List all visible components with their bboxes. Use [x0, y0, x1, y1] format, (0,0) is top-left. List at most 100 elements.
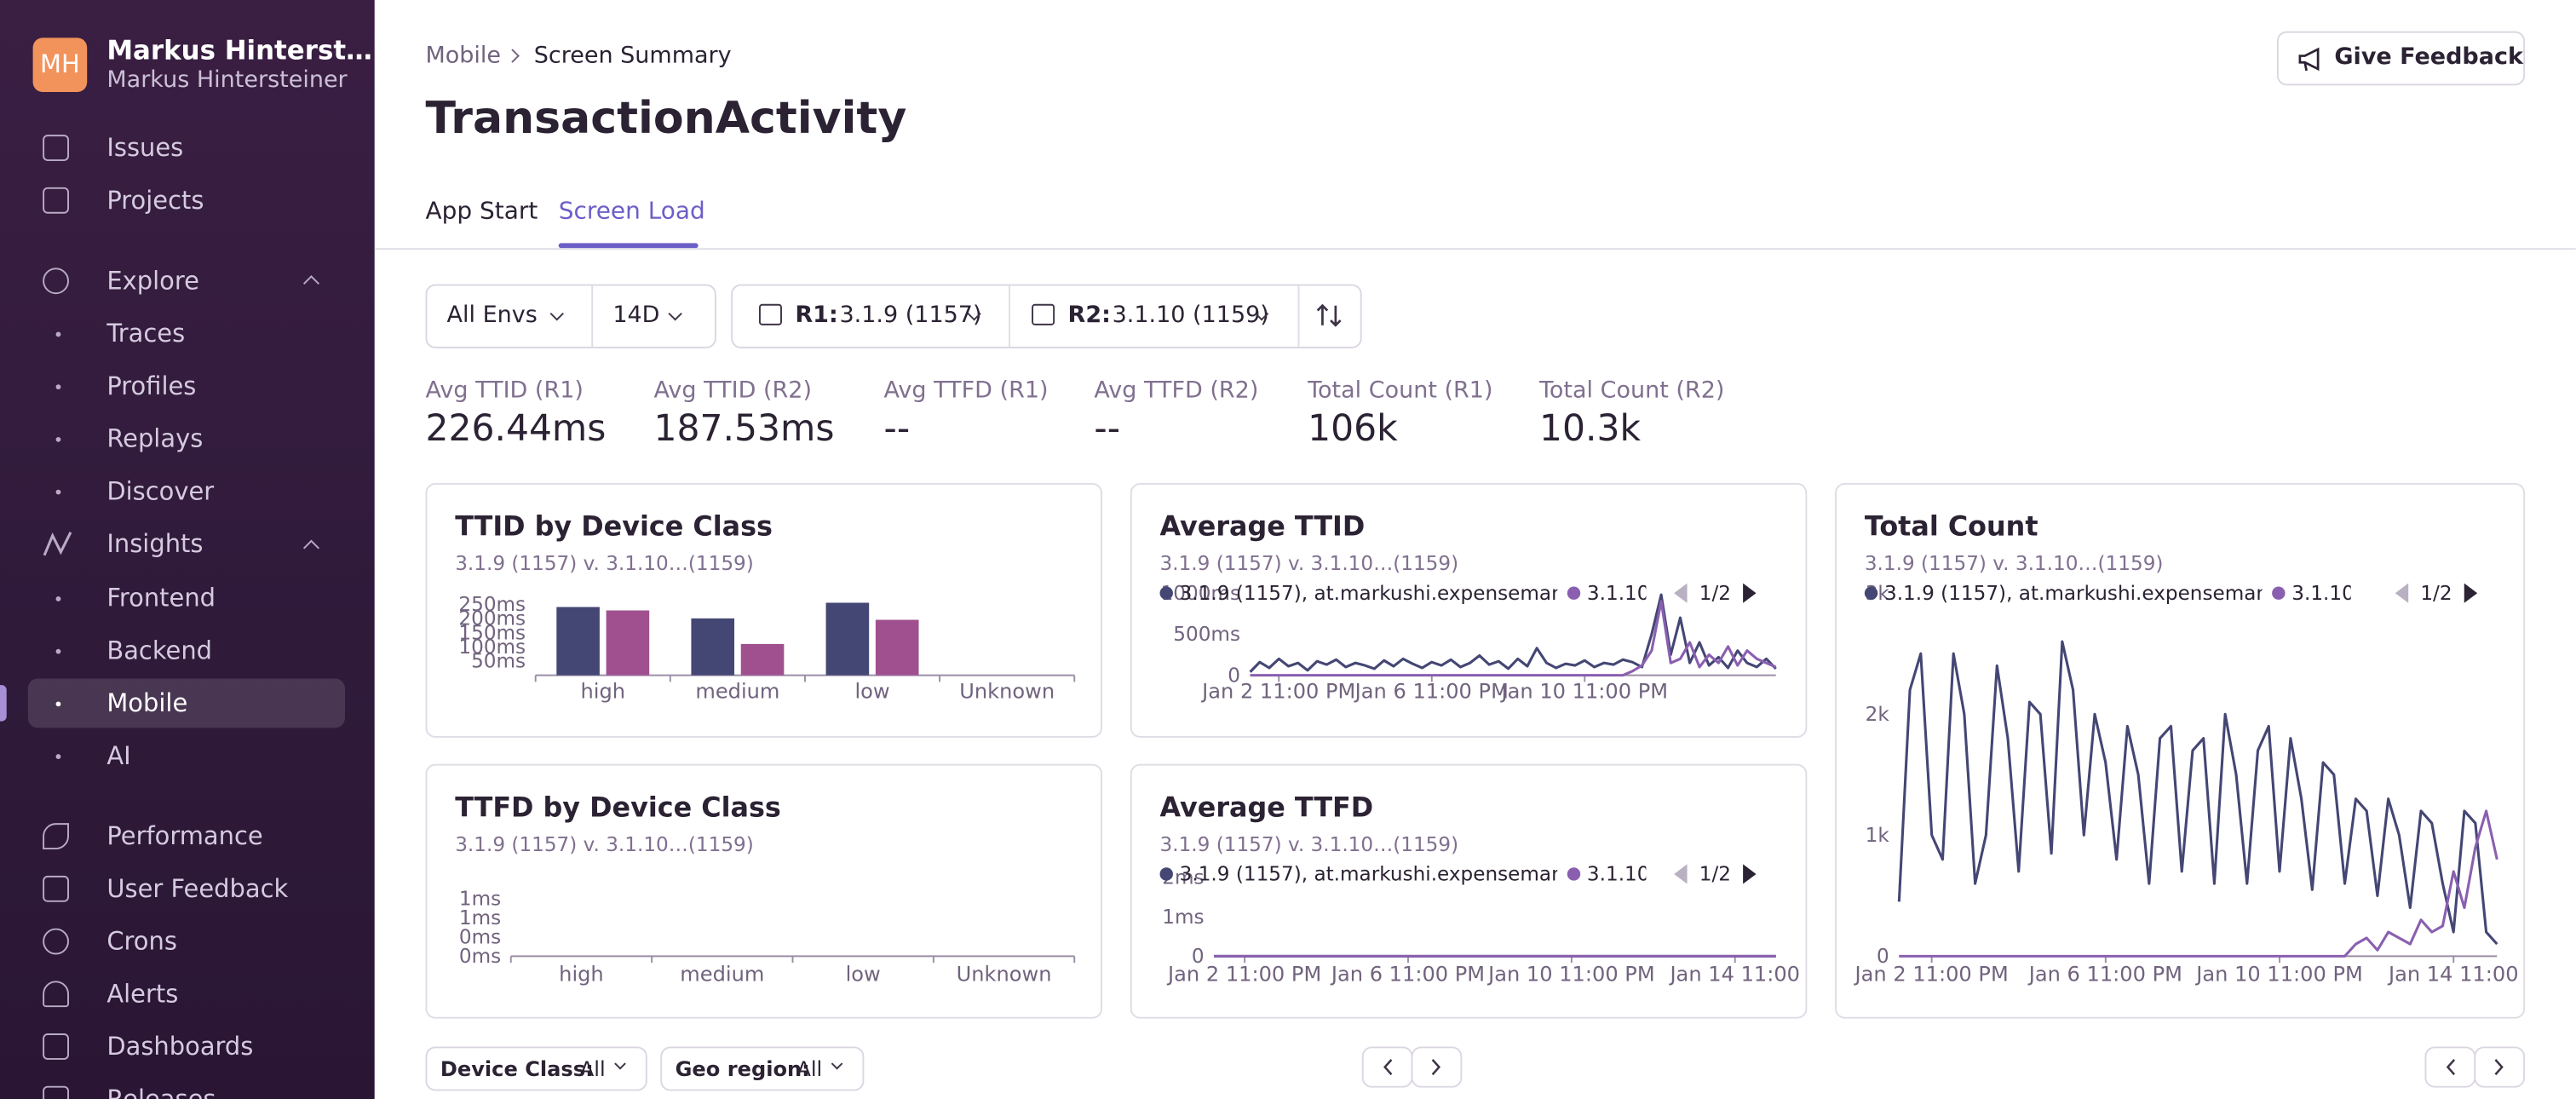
device-filter[interactable] [425, 1046, 647, 1091]
legend-label: 3.1.9 (1157), at.markushi.expensemanage [1180, 864, 1601, 886]
bar [740, 643, 785, 676]
r2-value[interactable]: 3.1.10 (1159) [1112, 302, 1269, 329]
divider [1009, 284, 1011, 348]
nav-item[interactable]: Insights [106, 528, 204, 559]
x-tick-label: low [854, 680, 889, 704]
nav-item[interactable]: Crons [106, 926, 177, 957]
chart-title: TTFD by Device Class [455, 791, 781, 823]
legend-label: 3.1.9 (1157), at.markushi.expensemanage [1180, 583, 1601, 605]
y-tick-label: 500ms [1173, 624, 1240, 646]
active-highlight [27, 678, 345, 728]
series-line [1899, 809, 2498, 958]
y-tick-label: 0ms [459, 927, 501, 949]
x-tick-label: Jan 2 11:00 PM [1854, 962, 2009, 986]
chart-title: Average TTFD [1160, 791, 1374, 823]
chart-subtitle: 3.1.9 (1157) v. 3.1.10…(1159) [1160, 834, 1459, 856]
breadcrumb[interactable]: Mobile [425, 43, 502, 69]
x-tick-label: Jan 2 11:00 PM [1166, 962, 1321, 986]
nav-item[interactable]: Explore [106, 266, 199, 296]
metric-value: -- [883, 409, 911, 451]
nav-item[interactable]: Alerts [106, 979, 179, 1010]
legend-page: 1/2 [1699, 864, 1731, 886]
legend-swatch [1864, 586, 1878, 600]
nav-item[interactable]: Dashboards [106, 1032, 254, 1062]
device-value: All [579, 1056, 606, 1081]
y-tick-label: 100ms [458, 636, 526, 659]
nav-item[interactable]: AI [106, 740, 131, 771]
period-filter[interactable]: 14D [612, 302, 660, 329]
r1-value[interactable]: 3.1.9 (1157) [839, 302, 982, 329]
icon [43, 928, 69, 955]
chart-subtitle: 3.1.9 (1157) v. 3.1.10…(1159) [455, 834, 754, 856]
page-next[interactable] [1411, 1046, 1463, 1088]
dot [55, 754, 61, 759]
megaphone-icon [2298, 47, 2320, 72]
geo-label: Geo region: [675, 1056, 810, 1081]
icon [43, 981, 69, 1008]
tab[interactable]: App Start [425, 199, 538, 226]
legend-label: 3.1.10 [1587, 864, 1650, 886]
nav-item[interactable]: Projects [106, 185, 204, 216]
metric-label: Avg TTFD (R1) [883, 377, 1049, 405]
y-tick-label: 1ms [1162, 906, 1204, 929]
page-prev[interactable] [2424, 1046, 2476, 1088]
legend-page: 1/2 [1699, 583, 1731, 605]
tab[interactable]: Screen Load [558, 199, 705, 226]
bar [825, 602, 870, 676]
x-tick-label: Unknown [959, 680, 1055, 704]
nav-item[interactable]: Profiles [106, 371, 197, 401]
env-filter[interactable]: All Envs [446, 302, 538, 329]
swap-button[interactable] [1316, 302, 1343, 329]
bar [606, 610, 650, 676]
chart-panel: TTID by Device Class 3.1.9 (1157) v. 3.1.… [425, 482, 1103, 738]
geo-filter[interactable] [660, 1046, 865, 1091]
geo-value: All [796, 1056, 823, 1081]
metric-label: Total Count (R1) [1308, 377, 1493, 405]
x-tick-label: medium [695, 680, 779, 704]
nav-item[interactable]: Replays [106, 423, 204, 454]
page-title: TransactionActivity [425, 93, 907, 145]
r2-label: R2: [1067, 302, 1111, 329]
legend-next [1743, 583, 1757, 603]
x-tick-label: Jan 10 11:00 PM [1500, 680, 1669, 704]
x-tick-label: Jan 6 11:00 PM [1330, 962, 1485, 986]
icon [43, 187, 69, 214]
nav-item[interactable]: User Feedback [106, 873, 289, 904]
chart-panel: Average TTID 3.1.9 (1157) v. 3.1.10…(1159… [1130, 482, 1808, 738]
icon [43, 1033, 69, 1060]
metric-value: 187.53ms [653, 409, 835, 451]
page-prev[interactable] [1361, 1046, 1413, 1088]
chevron [302, 275, 319, 292]
metric-value: 10.3k [1539, 409, 1642, 451]
nav-item[interactable]: Frontend [106, 583, 216, 613]
feedback-label: Give Feedback [2334, 44, 2523, 71]
x-tick-label: medium [680, 962, 764, 986]
nav-item[interactable]: Issues [106, 133, 184, 163]
release-icon [758, 303, 782, 325]
nav-item[interactable]: Mobile [106, 688, 188, 718]
nav-item[interactable]: Performance [106, 821, 263, 851]
y-tick-label: 250ms [458, 594, 526, 616]
y-tick-label: 1k [1866, 825, 1890, 847]
nav-item[interactable]: Backend [106, 636, 213, 666]
nav-item[interactable]: Releases [106, 1085, 216, 1099]
user-name: Markus Hinterst… [106, 34, 372, 66]
legend-swatch [2272, 586, 2286, 600]
nav-item[interactable]: Discover [106, 476, 215, 506]
dot [55, 331, 61, 337]
legend-prev [2395, 583, 2409, 603]
x-tick-label: Jan 10 11:00 PM [2194, 962, 2363, 986]
page-next[interactable] [2474, 1046, 2526, 1088]
metric-label: Avg TTID (R2) [653, 377, 812, 405]
metric-value: -- [1094, 409, 1121, 451]
x-tick-label: Jan 2 11:00 PM [1200, 680, 1355, 704]
icon [43, 1085, 69, 1099]
nav-item[interactable]: Traces [106, 319, 186, 348]
legend-swatch [1567, 586, 1581, 600]
metric-value: 106k [1308, 409, 1398, 451]
bar [691, 618, 735, 676]
x-tick-label: Jan 6 11:00 PM [2027, 962, 2182, 986]
x-tick-label: Jan 10 11:00 PM [1486, 962, 1655, 986]
x-tick-label: Unknown [957, 962, 1052, 986]
